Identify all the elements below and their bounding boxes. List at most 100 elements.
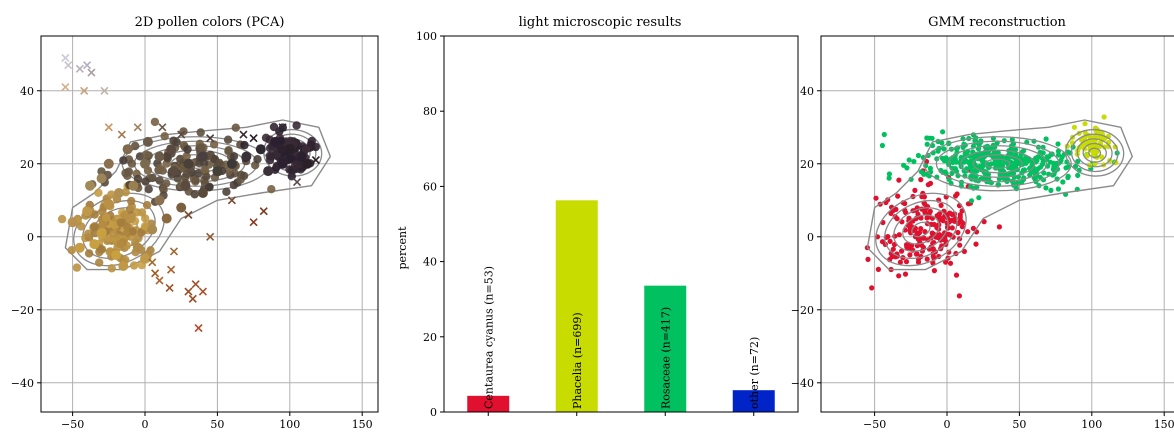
data-point [89,239,100,250]
data-point [895,193,901,199]
data-point [135,152,145,161]
data-point [302,158,313,169]
data-point [123,171,132,180]
y-tick-label: 0 [807,231,814,244]
y-tick-label: 80 [423,105,437,118]
data-point [239,171,249,181]
data-point [160,132,169,141]
axes-frame [820,35,1174,413]
data-point [132,208,142,217]
data-point [119,156,128,165]
data-point [931,268,938,274]
chart-title: GMM reconstruction [928,15,1066,30]
data-point [140,222,150,231]
x-marker [239,130,248,139]
data-point [155,164,165,173]
data-point [1023,160,1029,166]
y-tick-label: 40 [800,85,814,98]
data-point [202,172,211,181]
data-point [277,158,288,169]
data-point [162,179,171,188]
data-point [94,188,103,197]
y-tick-label: −20 [791,304,814,317]
bar [732,390,775,412]
data-point [967,161,973,167]
data-point [922,210,928,216]
data-point [1037,174,1043,180]
x-marker [206,232,215,241]
y-tick-label: 20 [20,158,34,171]
data-point [924,141,930,147]
data-point [161,213,172,224]
data-point [103,158,114,169]
x-marker [166,265,176,274]
data-point [971,168,977,174]
data-point [896,273,902,279]
data-point [929,230,935,236]
data-point [128,227,137,236]
x-marker [184,210,193,219]
data-point [956,293,963,299]
x-marker [194,323,203,333]
x-tick-label: 50 [1012,418,1026,431]
data-point [147,224,158,235]
data-point [962,150,968,157]
data-point [96,228,107,239]
x-tick-label: −50 [61,418,84,431]
data-point [155,176,164,185]
density-contour [1065,128,1125,177]
axis-ticks: −50 0 50 100 150 −40 −20 0 20 40 [11,85,373,431]
data-point [285,165,294,174]
data-point [960,220,966,226]
data-point [265,155,275,165]
data-point [970,225,977,231]
data-point [277,145,286,154]
data-point [197,151,208,162]
data-point [886,171,893,177]
data-point [930,253,936,259]
density-contour [884,199,958,259]
data-point [67,246,76,255]
density-contour [866,119,1133,271]
density-contour [948,145,1048,183]
data-point [196,128,205,137]
x-marker [100,86,109,95]
density-contour [911,221,931,238]
data-point [1010,141,1017,147]
x-marker [259,207,268,216]
data-point [255,144,266,155]
x-marker [83,61,92,70]
data-point [72,263,82,272]
x-marker [188,294,197,303]
data-point [908,176,914,182]
data-point [912,187,918,193]
data-point [76,222,86,231]
x-marker [184,287,193,296]
x-marker [311,156,320,165]
data-point [140,253,150,264]
x-marker [165,283,174,292]
data-point [209,140,219,149]
data-point [1099,154,1105,160]
x-marker [75,64,84,73]
data-point [107,190,116,199]
density-contour [64,119,331,271]
density-contour [1088,147,1102,159]
data-point [1043,136,1049,142]
data-point [231,123,240,132]
data-point [922,229,928,235]
data-point [947,260,954,266]
data-point [918,177,924,183]
x-marker [158,123,167,132]
data-points [57,53,320,333]
data-point [113,188,124,198]
gmm-panel: GMM reconstruction −50 0 50 100 150 −40 −20 0 20… [791,15,1174,431]
data-point [907,222,913,228]
data-point [888,210,894,216]
data-point [57,214,67,224]
data-point [890,246,896,252]
data-point [1075,172,1081,178]
data-point [267,185,276,194]
x-tick-label: 150 [1154,418,1174,431]
data-point [226,158,237,169]
